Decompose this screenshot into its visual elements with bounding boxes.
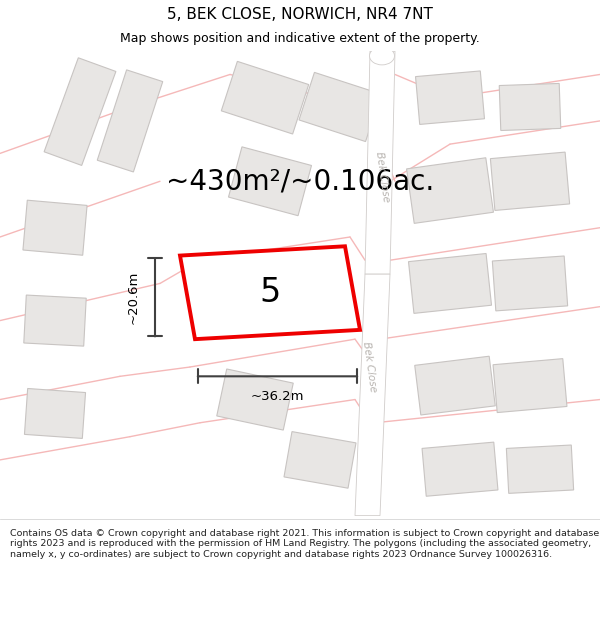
Polygon shape <box>365 51 395 274</box>
Polygon shape <box>221 61 308 134</box>
Text: ~36.2m: ~36.2m <box>251 390 304 402</box>
Polygon shape <box>490 152 569 211</box>
Text: 5, BEK CLOSE, NORWICH, NR4 7NT: 5, BEK CLOSE, NORWICH, NR4 7NT <box>167 7 433 22</box>
Polygon shape <box>24 295 86 346</box>
Polygon shape <box>284 432 356 488</box>
Text: Map shows position and indicative extent of the property.: Map shows position and indicative extent… <box>120 32 480 45</box>
Text: Contains OS data © Crown copyright and database right 2021. This information is : Contains OS data © Crown copyright and d… <box>10 529 599 559</box>
Polygon shape <box>227 261 304 324</box>
Text: ~430m²/~0.106ac.: ~430m²/~0.106ac. <box>166 168 434 195</box>
Polygon shape <box>493 359 567 413</box>
Polygon shape <box>25 389 86 438</box>
Polygon shape <box>415 356 495 415</box>
Ellipse shape <box>370 47 395 65</box>
Polygon shape <box>97 70 163 172</box>
Text: 5: 5 <box>259 276 281 309</box>
Polygon shape <box>44 58 116 166</box>
Polygon shape <box>299 72 381 142</box>
Polygon shape <box>493 256 568 311</box>
Polygon shape <box>180 246 360 339</box>
Polygon shape <box>229 147 311 216</box>
Polygon shape <box>407 158 493 223</box>
Polygon shape <box>23 200 87 255</box>
Polygon shape <box>416 71 484 124</box>
Polygon shape <box>422 442 498 496</box>
Polygon shape <box>217 369 293 430</box>
Text: Bek Close: Bek Close <box>361 341 379 393</box>
Text: ~20.6m: ~20.6m <box>127 271 139 324</box>
Polygon shape <box>409 254 491 313</box>
Polygon shape <box>355 274 390 516</box>
Text: Bek Close: Bek Close <box>374 151 392 202</box>
Polygon shape <box>506 445 574 493</box>
Polygon shape <box>499 84 561 131</box>
